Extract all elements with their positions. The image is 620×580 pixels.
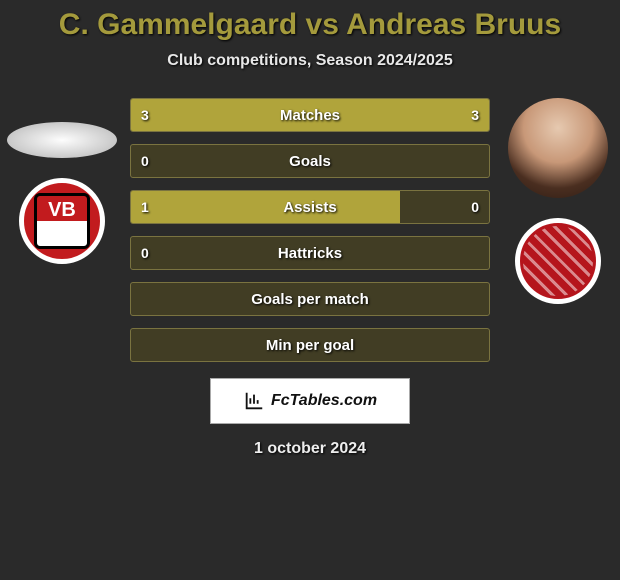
- chart-icon: [243, 390, 265, 412]
- stat-label: Min per goal: [131, 329, 489, 361]
- stat-label: Hattricks: [131, 237, 489, 269]
- stat-label: Matches: [131, 99, 489, 131]
- player-right-column: [498, 92, 618, 304]
- club-left-badge-inner: VB: [34, 193, 90, 249]
- club-right-badge: [515, 218, 601, 304]
- stat-row: 0Goals: [130, 144, 490, 178]
- stat-label: Goals per match: [131, 283, 489, 315]
- source-text: FcTables.com: [271, 392, 377, 410]
- stat-row: 10Assists: [130, 190, 490, 224]
- stat-row: 33Matches: [130, 98, 490, 132]
- club-left-badge: VB: [19, 178, 105, 264]
- player-right-photo: [508, 98, 608, 198]
- stat-bars: 33Matches 0Goals 10Assists 0Hattricks Goals …: [130, 92, 490, 362]
- date-text: 1 october 2024: [0, 440, 620, 458]
- player-left-column: VB: [2, 92, 122, 264]
- page-subtitle: Club competitions, Season 2024/2025: [0, 52, 620, 70]
- source-badge: FcTables.com: [210, 378, 410, 424]
- compare-grid: VB 33Matches 0Goals 10Assists 0Hattricks Goa…: [0, 92, 620, 362]
- page-title: C. Gammelgaard vs Andreas Bruus: [0, 8, 620, 42]
- comparison-infographic: C. Gammelgaard vs Andreas Bruus Club com…: [0, 0, 620, 580]
- stat-row: Min per goal: [130, 328, 490, 362]
- stat-label: Goals: [131, 145, 489, 177]
- stat-row: 0Hattricks: [130, 236, 490, 270]
- stat-label: Assists: [131, 191, 489, 223]
- club-left-badge-letters: VB: [48, 196, 76, 224]
- stat-row: Goals per match: [130, 282, 490, 316]
- player-left-photo: [7, 122, 117, 158]
- club-right-badge-pattern: [523, 226, 593, 296]
